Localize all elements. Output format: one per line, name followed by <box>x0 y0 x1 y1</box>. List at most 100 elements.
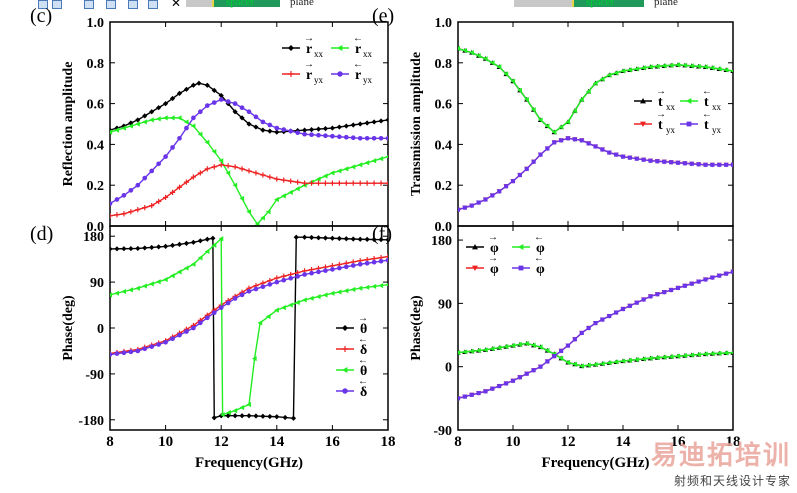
data-point <box>469 50 474 56</box>
data-point <box>274 129 280 135</box>
data-point <box>225 170 231 176</box>
series-line <box>458 47 733 134</box>
data-point <box>288 275 294 281</box>
data-point <box>537 344 543 350</box>
data-point <box>614 152 619 157</box>
data-point <box>232 413 238 419</box>
data-point <box>385 237 388 243</box>
data-point <box>110 201 113 206</box>
chart-icon[interactable] <box>128 0 138 9</box>
data-point <box>267 413 273 420</box>
strip-left-text: plane <box>290 0 314 8</box>
series-black <box>110 234 388 421</box>
data-point <box>114 127 120 133</box>
x-tick-label: 10 <box>506 434 521 450</box>
data-point <box>190 261 196 267</box>
data-point <box>254 221 260 226</box>
data-point <box>641 157 646 162</box>
data-point <box>316 269 321 275</box>
x-tick-label: 12 <box>214 434 229 450</box>
data-point <box>110 129 113 135</box>
legend-symbol: φ <box>490 262 499 277</box>
data-point <box>232 109 238 115</box>
data-point <box>538 364 543 369</box>
data-point <box>385 180 388 186</box>
data-point <box>497 189 502 194</box>
data-point <box>198 109 203 115</box>
y-tick-label: 0.8 <box>435 57 453 72</box>
data-point <box>504 184 509 189</box>
data-point <box>510 378 516 383</box>
data-point <box>281 193 286 199</box>
data-point <box>135 285 140 291</box>
data-point <box>655 159 660 164</box>
print-icon[interactable] <box>84 0 94 9</box>
strip-left-label: spacer <box>226 0 255 8</box>
data-point <box>531 342 536 348</box>
data-point <box>156 198 162 205</box>
data-point <box>322 173 328 179</box>
legend-arrow: ← <box>534 253 544 264</box>
data-point <box>226 410 231 416</box>
strip-right-text: plane <box>654 0 678 8</box>
data-point <box>149 344 155 349</box>
data-point <box>378 237 384 243</box>
data-point <box>709 65 715 71</box>
data-point <box>329 235 335 241</box>
data-point <box>385 257 388 263</box>
data-point <box>510 342 516 349</box>
y-tick-label: 0.8 <box>87 57 105 72</box>
data-point <box>163 276 168 283</box>
data-point <box>504 381 509 386</box>
data-point <box>183 179 190 185</box>
legend: →φ←φ→φ←φ <box>466 232 545 277</box>
x-tick-label: 8 <box>106 434 114 450</box>
data-point <box>572 337 577 342</box>
data-point <box>510 179 516 184</box>
save-icon[interactable] <box>38 0 48 9</box>
x-tick-label: 16 <box>671 434 687 450</box>
data-point <box>702 64 708 70</box>
data-point <box>702 351 708 357</box>
data-point <box>518 265 524 271</box>
data-point <box>156 161 161 167</box>
table-icon[interactable] <box>106 0 116 9</box>
y-tick-label: 180 <box>431 234 452 249</box>
data-point <box>696 63 701 69</box>
copy-icon[interactable] <box>52 0 62 9</box>
data-point <box>260 413 266 419</box>
data-point <box>282 414 288 421</box>
data-point <box>246 288 252 294</box>
data-point <box>170 336 175 342</box>
data-point <box>343 166 349 172</box>
data-point <box>288 71 294 77</box>
data-point <box>232 182 238 188</box>
data-point <box>149 244 155 251</box>
data-point <box>462 205 467 210</box>
data-point <box>655 292 660 297</box>
data-point <box>315 235 322 241</box>
data-point <box>558 355 564 361</box>
data-point <box>669 160 674 165</box>
edit-icon[interactable] <box>148 0 158 9</box>
watermark: 易迪拓培训 射频和天线设计专家 <box>651 435 791 489</box>
data-point <box>524 96 529 103</box>
data-point <box>128 349 134 355</box>
data-point <box>599 361 605 367</box>
data-point <box>128 187 134 193</box>
data-point <box>385 283 388 287</box>
series-line <box>110 255 388 355</box>
data-point <box>378 156 384 162</box>
data-point <box>482 347 488 353</box>
data-point <box>696 162 701 167</box>
data-point <box>274 125 280 131</box>
data-point <box>364 284 370 290</box>
data-point <box>176 90 183 96</box>
data-point <box>462 394 467 399</box>
close-icon[interactable]: ✕ <box>171 0 182 10</box>
data-point <box>204 103 210 108</box>
data-point <box>537 117 543 123</box>
legend-subscript: yx <box>314 75 324 85</box>
data-point <box>371 180 377 186</box>
data-point <box>142 119 147 125</box>
